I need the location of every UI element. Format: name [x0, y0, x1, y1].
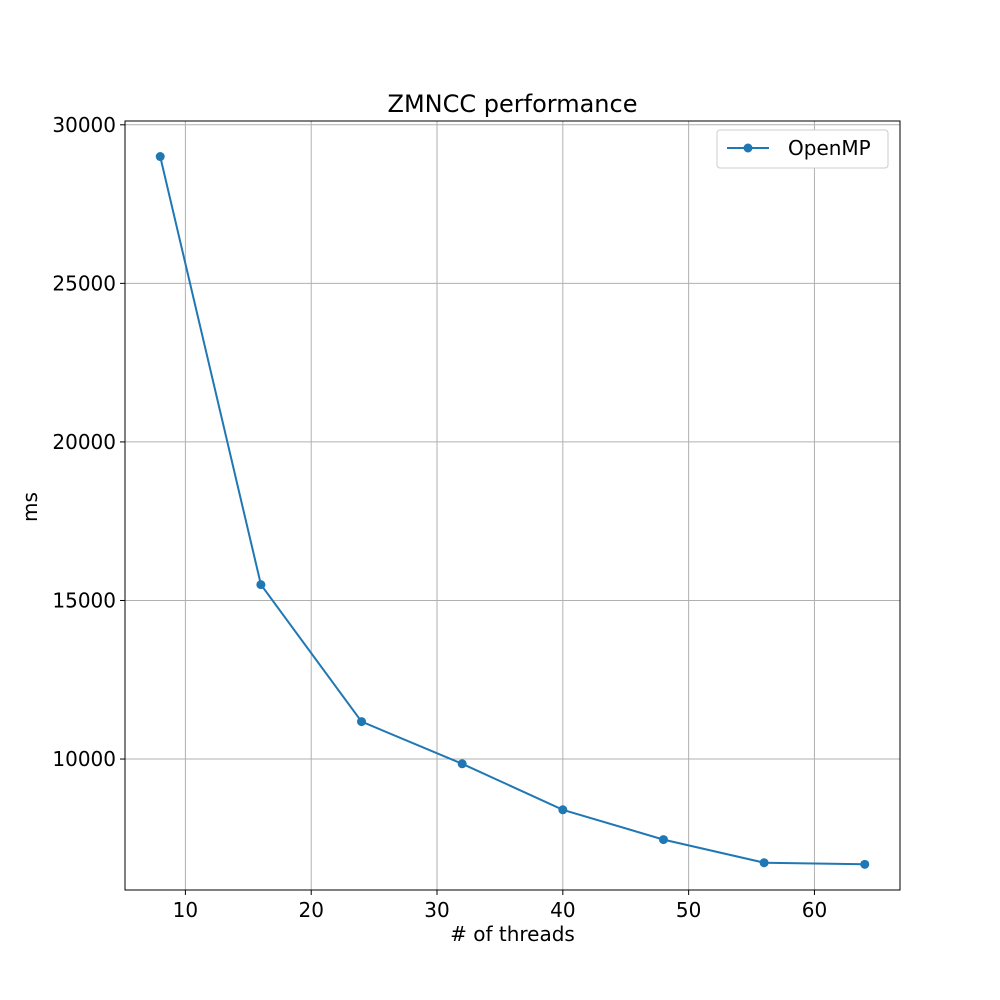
y-tick-label: 15000: [52, 588, 116, 612]
legend: OpenMP: [716, 129, 889, 169]
legend-box: [716, 129, 889, 169]
x-tick-label: 20: [298, 898, 323, 922]
data-point: [155, 152, 165, 162]
x-tick-label: 50: [676, 898, 701, 922]
data-point: [558, 805, 568, 815]
chart-title: ZMNCC performance: [388, 90, 638, 118]
data-point: [860, 859, 870, 869]
y-tick-label: 25000: [52, 271, 116, 295]
grid: [125, 121, 900, 890]
x-tick-label: 30: [424, 898, 449, 922]
series-layer: [155, 152, 870, 869]
data-point: [256, 580, 266, 590]
data-point: [457, 759, 467, 769]
data-point: [759, 858, 769, 868]
x-tick-label: 10: [173, 898, 198, 922]
y-tick-label: 10000: [52, 747, 116, 771]
ticks: 10 20 30 40 50 60 10000 15000 20000 25000 30000: [52, 113, 827, 922]
y-tick-label: 30000: [52, 113, 116, 137]
y-axis-label: ms: [18, 492, 42, 522]
x-tick-label: 60: [802, 898, 827, 922]
legend-marker: [743, 143, 753, 153]
plot-frame: [124, 120, 901, 891]
data-point: [357, 717, 367, 727]
legend-label-openmp: OpenMP: [788, 136, 871, 160]
data-point: [658, 835, 668, 845]
y-tick-label: 20000: [52, 430, 116, 454]
x-tick-label: 40: [550, 898, 575, 922]
x-axis-label: # of threads: [450, 922, 575, 946]
series-line-0: [159, 156, 865, 866]
